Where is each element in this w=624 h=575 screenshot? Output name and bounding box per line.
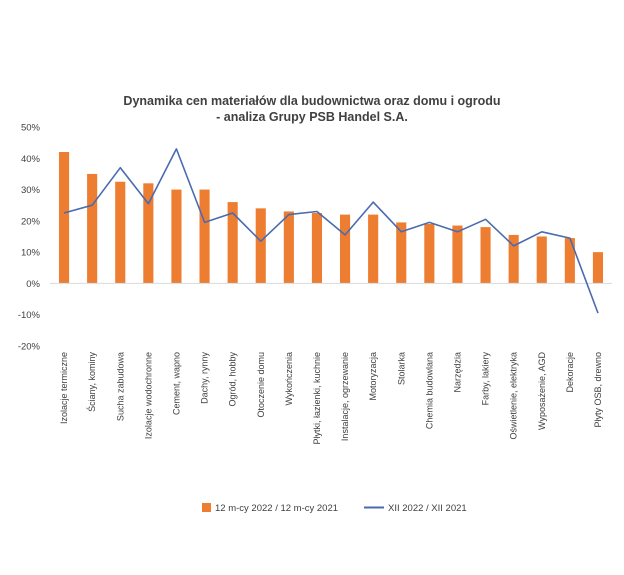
bar bbox=[592, 252, 604, 284]
category-label: Sucha zabudowa bbox=[115, 352, 125, 421]
category-label: Płytki, łazienki, kuchnie bbox=[312, 352, 322, 445]
bar bbox=[283, 211, 294, 284]
y-tick-label: 10% bbox=[21, 248, 41, 259]
labels-layer: -20% -10% 0% 10% 20% 30% 40% 50% Izolacje termic… bbox=[18, 123, 603, 445]
category-label: Płyty OSB, drewno bbox=[593, 352, 603, 428]
y-tick-label: 50% bbox=[21, 123, 41, 134]
bar bbox=[452, 225, 463, 284]
category-label: Dachy, rynny bbox=[200, 352, 210, 404]
category-label: Wykończenia bbox=[284, 352, 294, 405]
category-label: Instalacje, ogrzewanie bbox=[340, 352, 350, 441]
bar bbox=[255, 208, 266, 284]
bar bbox=[339, 214, 351, 284]
category-label: Motoryzacja bbox=[368, 352, 378, 401]
y-tick-label: -20% bbox=[18, 342, 41, 353]
y-tick-label: 30% bbox=[21, 185, 41, 196]
legend-line-label: XII 2022 / XII 2021 bbox=[388, 503, 467, 514]
line-layer bbox=[63, 148, 599, 314]
category-label: Dekoracje bbox=[565, 352, 575, 393]
category-label: Narzędzia bbox=[452, 352, 462, 393]
category-label: Chemia budowlana bbox=[424, 352, 434, 429]
bar bbox=[227, 202, 238, 284]
bar bbox=[536, 236, 547, 284]
bar bbox=[87, 173, 98, 284]
bar bbox=[368, 214, 379, 284]
bar bbox=[115, 181, 126, 284]
chart-subtitle: - analiza Grupy PSB Handel S.A. bbox=[216, 110, 408, 124]
bar bbox=[58, 152, 70, 284]
category-label: Izolacje termiczne bbox=[59, 352, 69, 424]
category-label: Wyposażenie, AGD bbox=[537, 352, 547, 430]
bar bbox=[508, 234, 519, 284]
category-label: Ogród, hobby bbox=[228, 352, 238, 407]
bar bbox=[311, 213, 323, 284]
bars-layer bbox=[58, 152, 604, 284]
line-series bbox=[63, 148, 599, 314]
legend-bar-swatch bbox=[202, 503, 211, 512]
category-label: Oświetlenie, elektryka bbox=[509, 352, 519, 440]
y-tick-label: -10% bbox=[18, 310, 41, 321]
category-label: Ściany, kominy bbox=[86, 352, 97, 412]
bar bbox=[424, 223, 435, 284]
category-label: Otoczenie domu bbox=[256, 352, 266, 418]
bar bbox=[396, 222, 407, 284]
category-label: Stolarka bbox=[396, 352, 406, 385]
bar bbox=[564, 238, 575, 284]
category-label: Cement, wapno bbox=[171, 352, 181, 415]
legend-bar-label: 12 m-cy 2022 / 12 m-cy 2021 bbox=[215, 503, 338, 514]
y-tick-label: 0% bbox=[26, 279, 40, 290]
bar bbox=[480, 227, 491, 284]
y-tick-label: 40% bbox=[21, 154, 41, 165]
category-label: Izolacje wodochronne bbox=[143, 352, 153, 439]
category-label: Farby, lakiery bbox=[481, 352, 491, 406]
chart-title: Dynamika cen materiałów dla budownictwa … bbox=[123, 94, 500, 108]
bar bbox=[199, 189, 210, 284]
legend: 12 m-cy 2022 / 12 m-cy 2021 XII 2022 / X… bbox=[202, 503, 467, 514]
bar bbox=[171, 189, 182, 284]
y-tick-label: 20% bbox=[21, 216, 41, 227]
bar bbox=[143, 183, 154, 284]
